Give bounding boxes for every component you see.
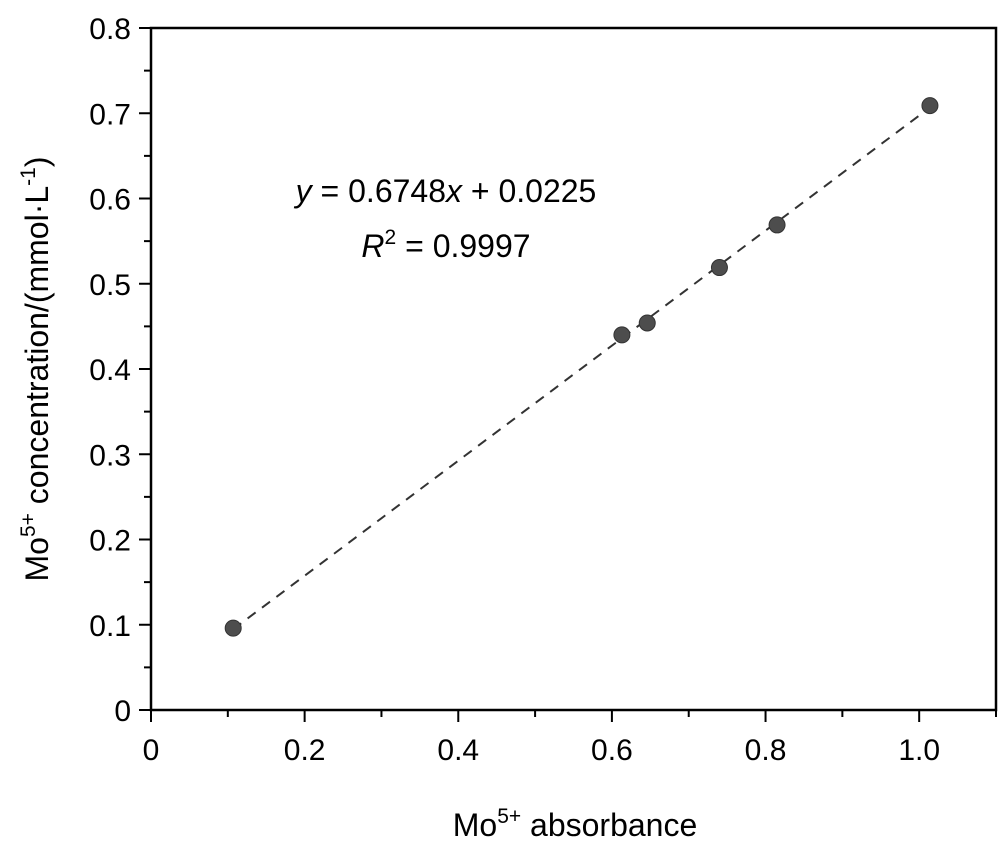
y-axis-label: Mo5+ concentration/(mmol·L-1) [17, 157, 55, 582]
data-point [921, 97, 939, 115]
y-tick-label: 0.2 [89, 525, 131, 558]
y-tick-label: 0.1 [89, 610, 131, 643]
x-tick-label: 0.4 [437, 734, 479, 767]
y-tick-label: 0.6 [89, 184, 131, 217]
y-tick-label: 0 [114, 695, 131, 728]
y-tick-label: 0.3 [89, 439, 131, 472]
y-tick-label: 0.5 [89, 269, 131, 302]
plot-frame [149, 26, 998, 712]
data-point [224, 619, 242, 637]
x-tick-label: 1.0 [898, 734, 940, 767]
data-point [710, 259, 728, 277]
x-axis-label: Mo5+ absorbance [453, 805, 698, 843]
y-tick-label: 0.8 [89, 13, 131, 46]
r-squared-annotation: R2 = 0.9997 [361, 226, 530, 264]
y-tick-label: 0.4 [89, 354, 131, 387]
x-tick-label: 0.6 [591, 734, 633, 767]
equation-annotation: y = 0.6748x + 0.0225 [294, 173, 597, 209]
y-tick-label: 0.7 [89, 98, 131, 131]
data-point [613, 326, 631, 344]
x-tick-label: 0.8 [745, 734, 787, 767]
data-point [638, 314, 656, 332]
fit-line [232, 106, 931, 631]
x-tick-label: 0 [143, 734, 160, 767]
data-point [768, 216, 786, 234]
x-tick-label: 0.2 [284, 734, 326, 767]
